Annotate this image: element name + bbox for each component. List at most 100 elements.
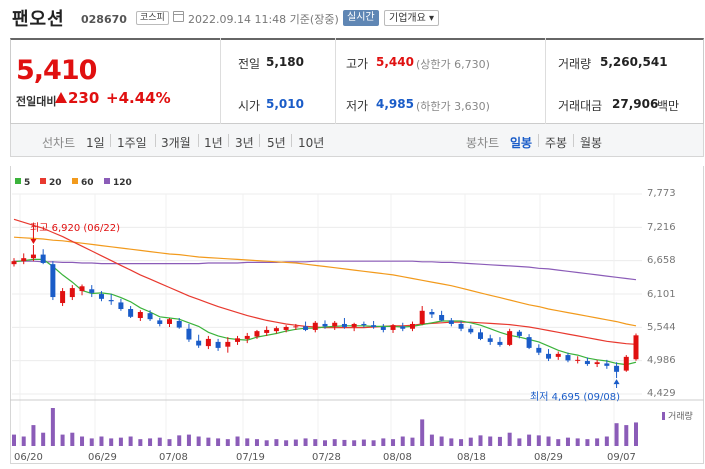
x-tick-label: 07/08 [159, 452, 188, 463]
volume-bar [118, 437, 123, 446]
tab-1w[interactable]: 1주일 [117, 136, 147, 150]
tab-5y[interactable]: 5년 [267, 136, 286, 150]
volume-bar [371, 440, 376, 446]
lower-limit: (하한가 3,630) [416, 100, 490, 113]
volume-bar [604, 436, 609, 446]
x-tick-label: 07/28 [312, 452, 341, 463]
realtime-button[interactable]: 실시간 [343, 10, 379, 26]
legend-ma20: 20 [40, 178, 62, 188]
volume-bar [274, 439, 279, 446]
divider [220, 38, 221, 124]
candle-body [565, 355, 571, 361]
volume-bar [624, 425, 629, 446]
candle-body [361, 323, 367, 326]
divider [110, 134, 111, 147]
candle-body [40, 254, 46, 263]
candle-body [487, 338, 493, 342]
candle-body [623, 356, 629, 371]
change-amount: 230 [55, 89, 99, 107]
quote-datetime: 2022.09.14 11:48 기준(장중) [188, 13, 339, 26]
candle-body [536, 347, 542, 353]
stock-code: 028670 [81, 13, 127, 26]
amount-label: 거래대금 [558, 99, 603, 113]
volume-value: 5,260,541 [600, 55, 668, 69]
volume-bar [293, 439, 298, 446]
x-tick-label: 09/07 [607, 452, 636, 463]
current-price: 5,410 [16, 55, 97, 86]
x-tick-label: 08/08 [383, 452, 412, 463]
tab-3m[interactable]: 3개월 [161, 136, 191, 150]
company-overview-button[interactable]: 기업개요 ▾ [384, 10, 439, 26]
candle-body [341, 323, 347, 327]
volume-bar [478, 435, 483, 446]
chart-toolbar [10, 124, 704, 157]
low-annotation: 최저 4,695 (09/08) [530, 392, 621, 403]
ma60-line [13, 236, 637, 327]
volume-bar [634, 422, 638, 446]
divider [259, 134, 260, 147]
candle-body [555, 353, 561, 357]
candle-body [633, 335, 639, 360]
candle-body [507, 331, 513, 345]
candle-body [371, 325, 377, 327]
volume-bar [313, 439, 318, 446]
volume-bar [595, 438, 600, 446]
change-percent: +4.44% [106, 89, 171, 107]
candle-body [332, 322, 338, 327]
quote-box [10, 38, 704, 124]
x-tick-label: 06/29 [88, 452, 117, 463]
high-arrow-head [30, 239, 37, 245]
x-tick-label: 08/29 [534, 452, 563, 463]
candle-body [351, 323, 357, 327]
candle-body [584, 361, 590, 365]
candle-body [167, 319, 172, 324]
volume-bar [177, 435, 182, 446]
divider [198, 134, 199, 147]
divider [155, 134, 156, 147]
prev-close-label: 전일 [238, 57, 261, 71]
volume-bar [400, 436, 405, 446]
candle-body [380, 326, 386, 330]
legend-swatch [104, 178, 110, 184]
volume-bar [148, 438, 153, 446]
change-label: 전일대비 [16, 95, 57, 108]
volume-label: 거래량 [558, 57, 592, 71]
candle-body [497, 341, 503, 345]
volume-bar [264, 440, 269, 446]
tab-weekly[interactable]: 주봉 [545, 136, 568, 150]
volume-legend-label: 거래량 [668, 412, 693, 422]
low-label: 저가 [346, 99, 369, 113]
candle-body [322, 323, 328, 327]
candle-body [478, 332, 483, 339]
tab-10y[interactable]: 10년 [298, 136, 325, 150]
legend-swatch [662, 412, 665, 420]
volume-bar [235, 436, 240, 446]
tab-3y[interactable]: 3년 [235, 136, 254, 150]
amount-unit: 백만 [657, 99, 680, 113]
volume-bar [99, 436, 104, 446]
candle-body [400, 326, 406, 329]
candle-body [594, 362, 600, 365]
legend-ma60-label: 60 [81, 178, 94, 188]
tab-daily[interactable]: 일봉 [510, 136, 533, 150]
legend-ma5-label: 5 [24, 178, 31, 188]
open-value: 5,010 [266, 97, 304, 111]
tab-1d[interactable]: 1일 [86, 136, 105, 150]
low-arrow-head [613, 379, 620, 385]
volume-bar [468, 437, 473, 446]
divider [291, 134, 292, 147]
high-annotation: 최고 6,920 (06/22) [30, 223, 121, 234]
candle-body [526, 337, 532, 348]
volume-bar [80, 436, 85, 446]
candle-body [186, 328, 192, 340]
tab-monthly[interactable]: 월봉 [580, 136, 603, 150]
candle-body [293, 326, 299, 328]
tab-1y[interactable]: 1년 [204, 136, 223, 150]
change-amount-value: 230 [68, 89, 100, 107]
candle-body [303, 326, 309, 330]
candle-body [614, 365, 620, 372]
volume-bar [70, 432, 75, 446]
volume-bar [585, 439, 590, 446]
volume-bar [420, 419, 425, 446]
